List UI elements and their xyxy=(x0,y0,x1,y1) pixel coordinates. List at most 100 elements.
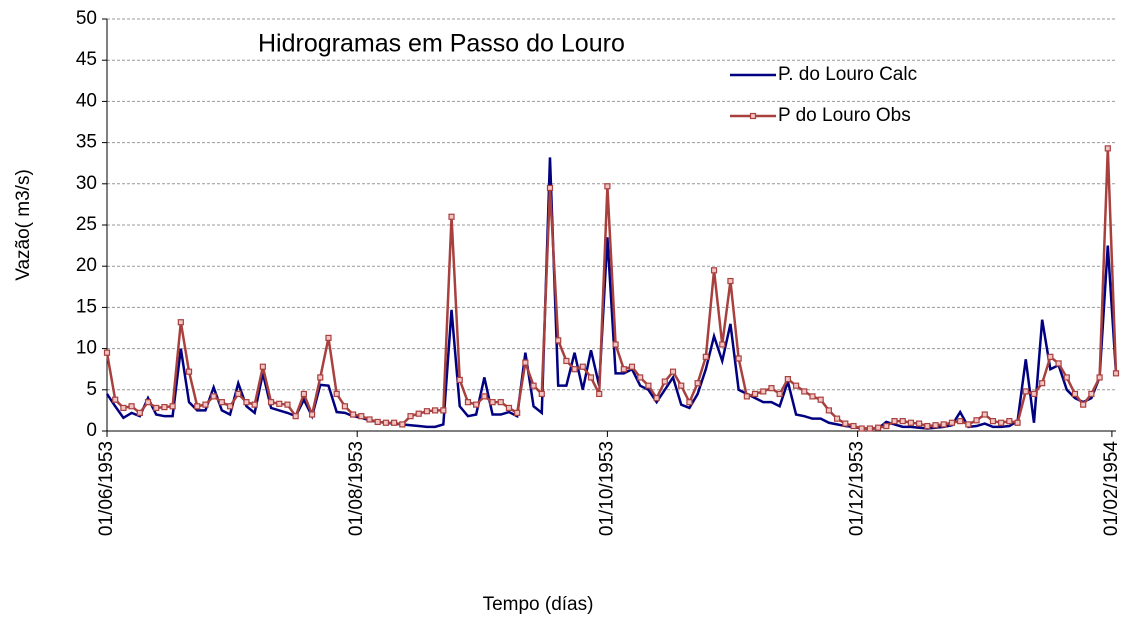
series-marker xyxy=(1055,360,1062,367)
x-tick-label: 01/06/1953 xyxy=(96,441,117,536)
series-marker xyxy=(218,399,225,406)
legend-label: P. do Louro Calc xyxy=(778,64,917,85)
series-marker xyxy=(112,396,119,403)
series-marker xyxy=(538,390,545,398)
series-marker xyxy=(341,403,348,410)
series-marker xyxy=(899,418,906,425)
legend-marker xyxy=(749,112,757,120)
series-marker xyxy=(792,382,800,389)
series-marker xyxy=(989,418,997,425)
series-marker xyxy=(210,393,217,400)
x-axis-label: Tempo (días) xyxy=(483,594,594,615)
series-marker xyxy=(907,419,915,426)
series-marker xyxy=(292,413,299,420)
series-marker xyxy=(1030,390,1038,398)
series-marker xyxy=(858,425,865,432)
series-marker xyxy=(1088,390,1095,398)
y-tick-label: 30 xyxy=(76,173,97,194)
series-marker xyxy=(1014,419,1021,426)
series-marker xyxy=(817,396,824,403)
series-marker xyxy=(374,418,381,426)
series-marker xyxy=(481,393,488,400)
series-marker xyxy=(399,421,406,428)
series-line xyxy=(105,157,1118,430)
series-marker xyxy=(727,277,734,285)
series-marker xyxy=(760,388,767,395)
series-marker xyxy=(645,382,652,389)
series-marker xyxy=(612,341,619,348)
y-tick-label: 40 xyxy=(76,90,97,111)
series-marker xyxy=(784,375,791,383)
series-marker xyxy=(751,390,759,398)
series-marker xyxy=(317,374,324,381)
y-tick-label: 15 xyxy=(76,296,97,317)
series-marker xyxy=(259,363,266,370)
series-marker xyxy=(522,359,529,366)
x-tick-label: 01/10/1953 xyxy=(596,441,617,536)
series-marker xyxy=(801,388,808,395)
series-marker xyxy=(185,368,193,375)
series-marker xyxy=(628,363,636,370)
series-marker xyxy=(1071,390,1079,398)
chart-title: Hidrogramas em Passo do Louro xyxy=(258,30,625,58)
series-marker xyxy=(661,378,668,385)
series-marker xyxy=(965,421,972,428)
series-marker xyxy=(448,213,455,220)
series-marker xyxy=(456,376,463,384)
series-marker xyxy=(530,382,537,389)
y-tick-label: 35 xyxy=(76,132,97,153)
series-marker xyxy=(1006,418,1013,425)
series-marker xyxy=(243,399,250,406)
series-marker xyxy=(473,401,480,408)
series-marker xyxy=(505,404,513,412)
series-marker xyxy=(366,416,373,423)
series-marker xyxy=(407,413,414,420)
series-marker xyxy=(924,422,931,430)
series-marker xyxy=(358,413,365,420)
series-marker xyxy=(653,394,660,402)
y-tick-label: 0 xyxy=(86,420,97,441)
series-marker xyxy=(883,422,890,430)
series-marker xyxy=(743,393,750,400)
series-marker xyxy=(866,425,874,432)
series-marker xyxy=(776,390,783,398)
series-marker xyxy=(637,374,644,381)
series-marker xyxy=(546,184,554,192)
series-marker xyxy=(710,267,718,274)
y-tick-label: 50 xyxy=(76,8,97,29)
series-marker xyxy=(382,419,390,426)
series-marker xyxy=(194,403,201,410)
series-marker xyxy=(1096,374,1103,381)
series-marker xyxy=(555,337,562,344)
series-marker xyxy=(1022,388,1029,395)
series-marker xyxy=(432,407,439,414)
y-tick-label: 5 xyxy=(86,379,97,400)
series-marker xyxy=(177,319,184,326)
series-line xyxy=(105,148,1118,430)
series-marker xyxy=(514,409,521,416)
series-marker xyxy=(440,407,447,414)
series-marker xyxy=(957,418,964,425)
series-marker xyxy=(144,399,152,406)
series-marker xyxy=(932,422,939,429)
series-marker xyxy=(284,401,291,408)
series-marker xyxy=(153,404,160,412)
series-marker xyxy=(1104,145,1111,152)
y-tick-label: 45 xyxy=(76,49,97,70)
series-marker xyxy=(563,357,570,365)
series-marker xyxy=(604,183,611,190)
series-marker xyxy=(489,399,496,406)
series-marker xyxy=(719,341,726,348)
series-marker xyxy=(686,399,693,406)
series-marker xyxy=(973,417,980,424)
series-marker xyxy=(875,424,882,431)
legend-label: P do Louro Obs xyxy=(778,105,911,126)
series-marker xyxy=(891,418,898,425)
series-marker xyxy=(1047,353,1054,360)
series-marker xyxy=(809,393,816,400)
series-marker xyxy=(415,410,422,417)
y-axis-label: Vazão( m3/s) xyxy=(13,169,34,281)
series-marker xyxy=(300,390,307,398)
x-tick-label: 01/12/1953 xyxy=(847,441,868,536)
